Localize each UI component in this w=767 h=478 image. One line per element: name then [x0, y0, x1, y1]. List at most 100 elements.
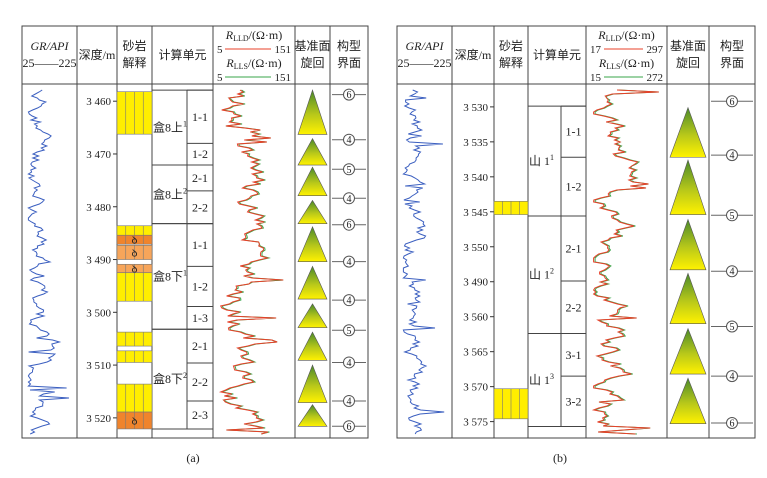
depth-label: 3 545	[463, 207, 488, 219]
interface-rank: 6	[730, 97, 735, 108]
gr-header: GR/API	[31, 39, 70, 53]
interface-rank: 6	[347, 220, 352, 231]
subunit-label: 2-1	[192, 171, 208, 185]
lls-min: 5	[217, 72, 223, 84]
interface-circle	[726, 320, 738, 333]
base-level-cycle-triangle	[297, 226, 328, 262]
unit-superscript: 2	[183, 371, 187, 380]
base-level-cycle-triangle	[669, 106, 707, 158]
lld-max: 297	[647, 44, 664, 56]
unit-name: 盒8上	[153, 186, 183, 201]
panel-a: GR/API25——225深度/m砂岩解释计算单元基准面旋回构型界面RLLD/(…	[21, 25, 369, 465]
interface-header-1: 构型	[337, 38, 361, 53]
rlld-curve	[218, 89, 284, 435]
interface-rank: 4	[730, 267, 735, 278]
base-header-1: 基准面	[670, 39, 706, 53]
subunit-label: 1-2	[566, 180, 582, 194]
interface-rank: 5	[730, 322, 735, 333]
lld-header: RLLD/(Ω·m)	[597, 28, 654, 43]
rlls-curve	[593, 89, 659, 435]
interface-circle	[726, 209, 738, 222]
subunit-label: 2-2	[566, 300, 582, 314]
interface-rank: 6	[347, 422, 352, 433]
depth-label: 3 565	[463, 347, 488, 359]
interface-circle	[343, 394, 355, 407]
unit-label: 盒8上1	[153, 120, 187, 135]
interface-circle	[343, 88, 355, 101]
lls-subscript: LLS	[234, 62, 248, 71]
lls-max: 151	[275, 72, 292, 84]
lls-unit: /(Ω·m)	[621, 56, 655, 70]
subunit-label: 1-1	[566, 125, 582, 139]
unit-name: 盒8下	[153, 371, 183, 386]
interface-circle	[343, 420, 355, 433]
interface-circle	[343, 218, 355, 231]
base-level-cycle-triangle	[297, 364, 328, 403]
lld-subscript: LLD	[233, 34, 249, 43]
lld-min: 17	[590, 44, 602, 56]
rlld-curve	[591, 89, 659, 435]
unit-superscript: 2	[183, 186, 187, 195]
sand-header-2: 解释	[499, 56, 523, 70]
sand-symbol: ꝺ	[132, 248, 138, 259]
lls-symbol: R	[225, 56, 234, 70]
base-level-cycle-triangle	[297, 331, 328, 361]
panel-b: GR/API25——225深度/m砂岩解释计算单元基准面旋回构型界面RLLD/(…	[396, 25, 756, 465]
interface-rank: 4	[347, 358, 352, 369]
depth-label: 3 510	[86, 360, 111, 372]
depth-label: 3 560	[463, 312, 488, 324]
unit-name: 山 1	[529, 268, 550, 282]
unit-name: 山 1	[529, 373, 550, 387]
depth-label: 3 490	[86, 255, 111, 267]
lld-unit: /(Ω·m)	[621, 28, 655, 42]
lld-unit: /(Ω·m)	[249, 28, 283, 42]
depth-label: 3 460	[86, 96, 111, 108]
interface-header-2: 界面	[337, 56, 361, 70]
subunit-label: 1-2	[192, 279, 208, 293]
base-level-cycle-triangle	[669, 159, 707, 215]
lls-header: RLLS/(Ω·m)	[598, 56, 654, 71]
subunit-label: 2-1	[192, 339, 208, 353]
depth-label: 3 575	[463, 417, 488, 429]
gr-curve	[402, 89, 445, 435]
lld-symbol: R	[597, 28, 606, 42]
unit-header: 计算单元	[533, 47, 581, 62]
lld-min: 5	[217, 44, 223, 56]
unit-label: 盒8下1	[153, 268, 187, 283]
interface-circle	[343, 163, 355, 176]
interface-circle	[343, 294, 355, 307]
gr-scale: 25——225	[23, 56, 77, 70]
interface-circle	[343, 324, 355, 337]
base-level-cycle-triangle	[297, 265, 328, 300]
unit-label: 盒8下2	[153, 371, 187, 386]
unit-superscript: 3	[550, 372, 554, 381]
subunit-label: 3-2	[566, 394, 582, 408]
interface-circle	[726, 265, 738, 278]
subunit-label: 2-2	[192, 200, 208, 214]
interface-rank: 5	[730, 211, 735, 222]
interface-rank: 4	[347, 296, 352, 307]
panel-caption: (b)	[553, 451, 567, 465]
base-header-2: 旋回	[676, 56, 700, 70]
unit-label: 盒8上2	[153, 186, 187, 201]
subunit-label: 3-1	[566, 348, 582, 362]
interface-rank: 5	[347, 326, 352, 337]
lls-symbol: R	[598, 56, 607, 70]
interface-circle	[726, 417, 738, 430]
sand-header-2: 解释	[122, 56, 146, 70]
unit-label: 山 12	[529, 267, 554, 282]
lld-max: 151	[275, 44, 292, 56]
unit-name: 盒8上	[153, 120, 183, 135]
gr-header: GR/API	[406, 39, 445, 53]
lls-subscript: LLS	[606, 62, 620, 71]
depth-label: 3 530	[463, 102, 488, 114]
unit-header: 计算单元	[158, 47, 206, 62]
interface-rank: 4	[730, 151, 735, 162]
lld-symbol: R	[225, 28, 234, 42]
unit-superscript: 1	[183, 268, 187, 277]
subunit-label: 1-3	[192, 311, 208, 325]
base-level-cycle-triangle	[297, 138, 328, 166]
sand-symbol: ꝺ	[132, 236, 138, 247]
interface-circle	[343, 255, 355, 268]
